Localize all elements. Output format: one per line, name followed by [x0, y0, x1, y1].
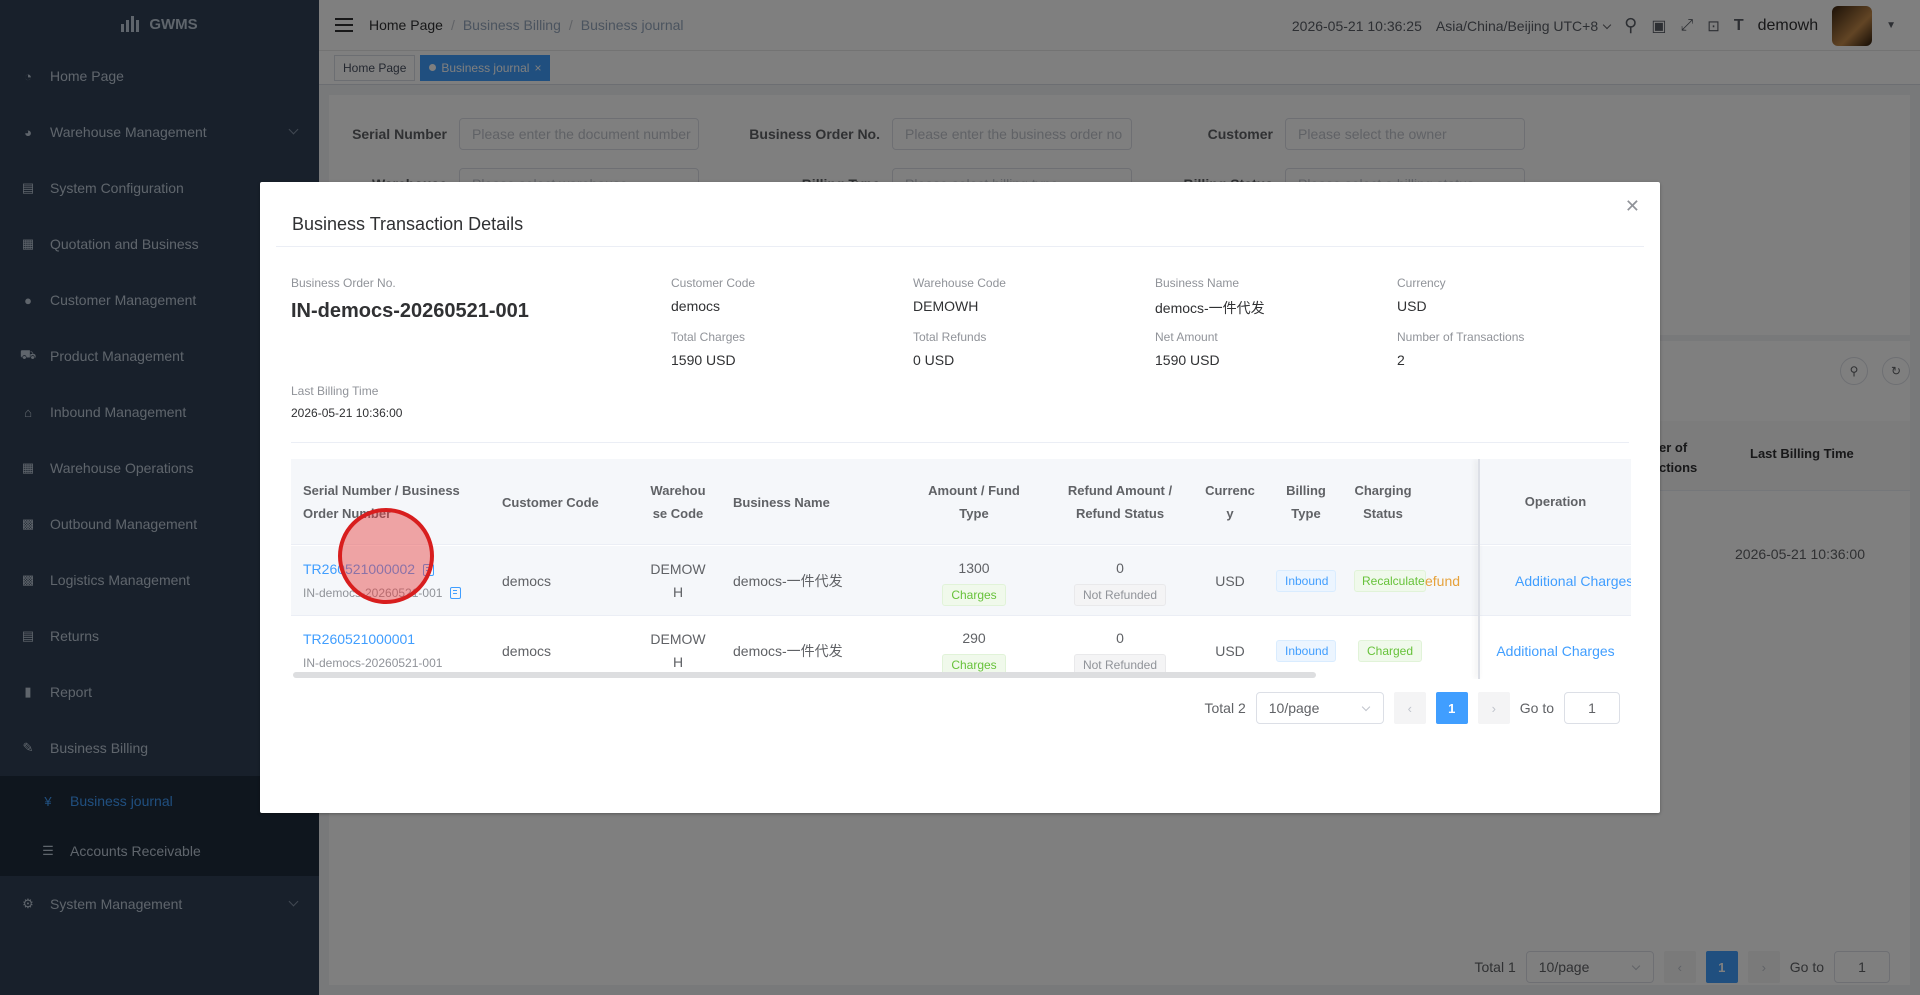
- total-count: Total 2: [1204, 700, 1246, 716]
- additional-charges-button[interactable]: Additional Charges: [1496, 642, 1615, 659]
- col-operation: Operation: [1480, 459, 1631, 545]
- last-billing-time: 2026-05-21 10:36:00: [291, 406, 403, 420]
- total-charges: 1590 USD: [671, 352, 736, 368]
- billing-type-tag: Inbound: [1276, 640, 1336, 662]
- row-customer-code: democs: [502, 642, 552, 659]
- row-business-name: democs-一件代发: [733, 642, 843, 659]
- business-name: democs-一件代发: [1155, 300, 1265, 316]
- additional-charges-button[interactable]: Additional Charges: [1515, 572, 1631, 589]
- chevron-down-icon: [1361, 702, 1370, 712]
- row-amount: 1300: [958, 559, 990, 576]
- table-row[interactable]: TR260521000002 IN-democs-20260521-001 de…: [291, 546, 1631, 616]
- col-billing-type: Billing Type: [1286, 483, 1326, 521]
- col-currency: Currency: [1205, 483, 1255, 521]
- customer-code: democs: [671, 298, 721, 314]
- fund-type-tag: Charges: [942, 583, 1006, 606]
- col-customer-code: Customer Code: [502, 494, 599, 510]
- billing-type-tag: Inbound: [1276, 570, 1336, 592]
- refund-status-tag: Not Refunded: [1073, 653, 1167, 676]
- page-size-select[interactable]: 10/page: [1255, 692, 1384, 724]
- prev-page-button[interactable]: ‹: [1393, 692, 1426, 724]
- dialog-pagination: Total 2 10/page ‹ 1 › Go to 1: [1204, 692, 1620, 724]
- row-warehouse-code: DEMOWH: [650, 561, 706, 600]
- transaction-details-dialog: Business Transaction Details ✕ Business …: [260, 182, 1660, 813]
- copy-icon[interactable]: [450, 586, 462, 599]
- order-number: IN-democs-20260521-001: [303, 655, 443, 670]
- row-refund-amount: 0: [1116, 629, 1124, 646]
- close-icon[interactable]: ✕: [1624, 196, 1640, 216]
- col-business-name: Business Name: [733, 494, 830, 510]
- row-refund-amount: 0: [1116, 559, 1124, 576]
- info-divider: [291, 442, 1629, 443]
- refund-status-tag: Not Refunded: [1073, 583, 1167, 606]
- business-order-no: IN-democs-20260521-001: [291, 300, 529, 322]
- number-of-transactions: 2: [1397, 352, 1405, 368]
- currency: USD: [1397, 298, 1427, 314]
- col-charging-status: Charging Status: [1354, 483, 1412, 521]
- total-refunds: 0 USD: [913, 352, 955, 368]
- row-amount: 290: [962, 629, 986, 646]
- table-row[interactable]: TR260521000001 IN-democs-20260521-001 de…: [291, 616, 1631, 679]
- col-refund: Refund Amount / Refund Status: [1067, 483, 1173, 521]
- net-amount: 1590 USD: [1155, 352, 1220, 368]
- dialog-title: Business Transaction Details: [276, 182, 1644, 247]
- serial-link[interactable]: TR260521000001: [303, 630, 416, 647]
- goto-page-input[interactable]: 1: [1564, 692, 1620, 724]
- horizontal-scrollbar[interactable]: [293, 672, 1316, 678]
- table-header: Serial Number / Business Order Number Cu…: [291, 459, 1631, 545]
- warehouse-code: DEMOWH: [913, 298, 979, 314]
- col-amount: Amount / Fund Type: [928, 483, 1020, 521]
- charging-status-tag: Charged: [1357, 640, 1423, 662]
- click-indicator: [338, 508, 434, 604]
- col-warehouse-code: Warehouse Code: [650, 483, 706, 521]
- row-currency: USD: [1215, 572, 1245, 589]
- refund-button[interactable]: efund: [1425, 572, 1461, 589]
- row-business-name: democs-一件代发: [733, 572, 843, 589]
- charging-status-tag: Recalculated: [1354, 570, 1426, 592]
- fixed-column-divider: [1478, 459, 1480, 679]
- next-page-button[interactable]: ›: [1477, 692, 1510, 724]
- row-currency: USD: [1215, 642, 1245, 659]
- operation-fixed-column: Operation: [1480, 459, 1631, 679]
- transactions-table: Serial Number / Business Order Number Cu…: [291, 459, 1631, 679]
- fund-type-tag: Charges: [942, 653, 1006, 676]
- row-warehouse-code: DEMOWH: [650, 631, 706, 670]
- page-1-button[interactable]: 1: [1435, 692, 1468, 724]
- row-customer-code: democs: [502, 572, 552, 589]
